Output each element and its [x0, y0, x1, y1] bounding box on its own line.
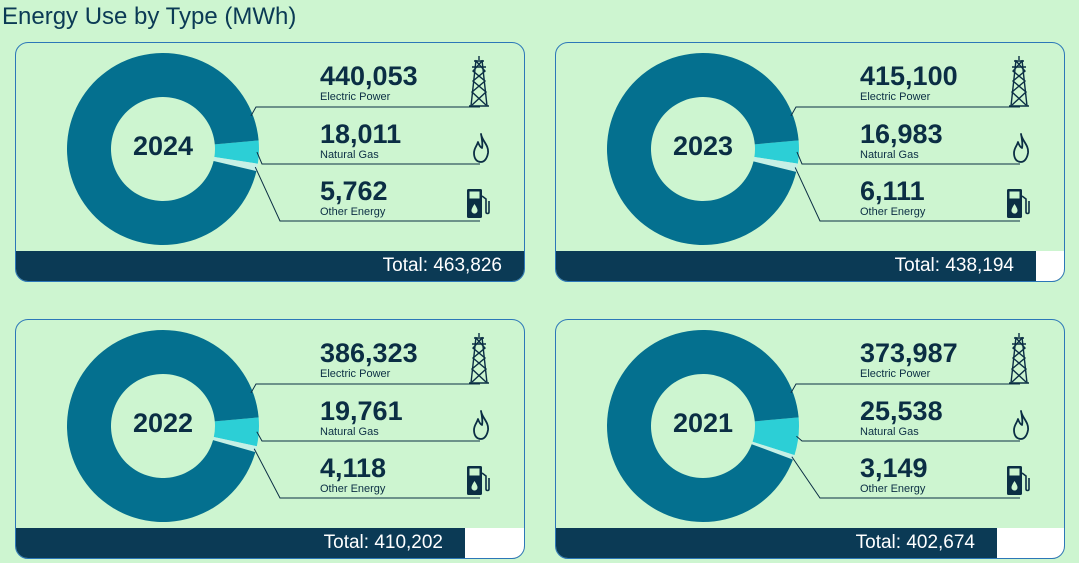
slice-electric-power: [67, 52, 259, 245]
slice-natural-gas: [214, 140, 259, 164]
total-text: Total: 402,674: [855, 532, 975, 553]
slice-electric-power: [607, 52, 799, 245]
leader-line: [254, 166, 480, 222]
slice-natural-gas: [213, 417, 259, 447]
transmission-tower-icon: [468, 332, 490, 389]
leader-line: [256, 431, 480, 442]
fuel-pump-icon: [1006, 465, 1030, 502]
gas-label: Natural Gas: [320, 426, 379, 438]
gas-label: Natural Gas: [320, 149, 379, 161]
gas-row: 16,983 Natural Gas: [860, 119, 1060, 163]
other-row: 4,118 Other Energy: [320, 453, 520, 496]
leader-line: [790, 106, 1020, 117]
total-text: Total: 410,202: [323, 532, 443, 553]
other-value: 6,111: [860, 176, 925, 206]
leader-line: [790, 383, 1020, 394]
electric-value: 373,987: [860, 338, 958, 368]
card-2022: 2022 386,323 Electric Power 19,761 Natur…: [15, 319, 525, 559]
slice-natural-gas: [752, 417, 799, 456]
flame-icon: [472, 133, 490, 168]
page-title: Energy Use by Type (MWh): [2, 3, 297, 30]
total-text: Total: 463,826: [382, 255, 502, 276]
electric-label: Electric Power: [860, 91, 931, 103]
total-bar-remainder: [997, 528, 1064, 558]
total-bar: Total: 438,194: [556, 251, 1064, 281]
total-bar: Total: 410,202: [16, 528, 524, 558]
donut-chart-2023: [607, 52, 1020, 245]
slice-other-energy: [751, 441, 795, 460]
other-value: 5,762: [320, 176, 388, 206]
electric-label: Electric Power: [320, 91, 391, 103]
donut-chart-2024: [67, 52, 480, 245]
card-2021: 2021 373,987 Electric Power 25,538 Natur…: [555, 319, 1065, 559]
electric-row: 415,100 Electric Power: [860, 56, 1060, 107]
electric-value: 440,053: [320, 61, 418, 91]
gas-row: 19,761 Natural Gas: [320, 396, 520, 440]
other-row: 3,149 Other Energy: [860, 453, 1060, 496]
transmission-tower-icon: [1008, 332, 1030, 389]
leader-line: [253, 448, 480, 499]
fuel-pump-icon: [466, 465, 490, 502]
gas-value: 19,761: [320, 396, 403, 426]
other-label: Other Energy: [860, 206, 926, 218]
donut-chart-2022: [67, 330, 480, 522]
gas-row: 25,538 Natural Gas: [860, 396, 1060, 440]
leader-line: [796, 435, 1020, 442]
gas-label: Natural Gas: [860, 149, 919, 161]
slice-natural-gas: [754, 140, 799, 164]
other-label: Other Energy: [320, 206, 386, 218]
year-label: 2021: [672, 408, 734, 438]
slice-electric-power: [67, 330, 259, 522]
fuel-pump-icon: [466, 188, 490, 225]
electric-row: 386,323 Electric Power: [320, 333, 520, 384]
card-2024: 2024 440,053 Electric Power 18,011 Natur…: [15, 42, 525, 282]
leader-line: [796, 151, 1020, 165]
transmission-tower-icon: [1008, 55, 1030, 112]
other-row: 5,762 Other Energy: [320, 176, 520, 219]
leader-line: [794, 167, 1020, 222]
year-label: 2023: [672, 131, 734, 161]
leader-line: [791, 456, 1020, 499]
card-2023: 2023 415,100 Electric Power 16,983 Natur…: [555, 42, 1065, 282]
slice-other-energy: [753, 156, 798, 172]
fuel-pump-icon: [1006, 188, 1030, 225]
leader-line: [250, 383, 480, 394]
total-bar: Total: 463,826: [16, 251, 524, 281]
slice-other-energy: [213, 156, 258, 172]
total-bar: Total: 402,674: [556, 528, 1064, 558]
other-label: Other Energy: [860, 483, 926, 495]
other-value: 3,149: [860, 453, 928, 483]
total-text: Total: 438,194: [894, 255, 1014, 276]
gas-value: 16,983: [860, 119, 943, 149]
electric-row: 440,053 Electric Power: [320, 56, 520, 107]
year-label: 2024: [132, 131, 194, 161]
transmission-tower-icon: [468, 55, 490, 112]
electric-value: 386,323: [320, 338, 418, 368]
total-bar-remainder: [465, 528, 524, 558]
gas-value: 18,011: [320, 119, 402, 149]
electric-value: 415,100: [860, 61, 958, 91]
gas-row: 18,011 Natural Gas: [320, 119, 520, 163]
flame-icon: [1012, 410, 1030, 445]
other-label: Other Energy: [320, 483, 386, 495]
slice-other-energy: [213, 436, 257, 453]
other-row: 6,111 Other Energy: [860, 176, 1060, 219]
gas-value: 25,538: [860, 396, 943, 426]
year-label: 2022: [132, 408, 194, 438]
electric-label: Electric Power: [320, 368, 391, 380]
total-bar-remainder: [1036, 251, 1064, 281]
flame-icon: [1012, 133, 1030, 168]
gas-label: Natural Gas: [860, 426, 919, 438]
electric-row: 373,987 Electric Power: [860, 333, 1060, 384]
donut-chart-2021: [607, 329, 1020, 522]
electric-label: Electric Power: [860, 368, 931, 380]
other-value: 4,118: [320, 453, 387, 483]
flame-icon: [472, 410, 490, 445]
leader-line: [250, 106, 480, 117]
slice-electric-power: [607, 329, 799, 522]
leader-line: [256, 151, 480, 165]
